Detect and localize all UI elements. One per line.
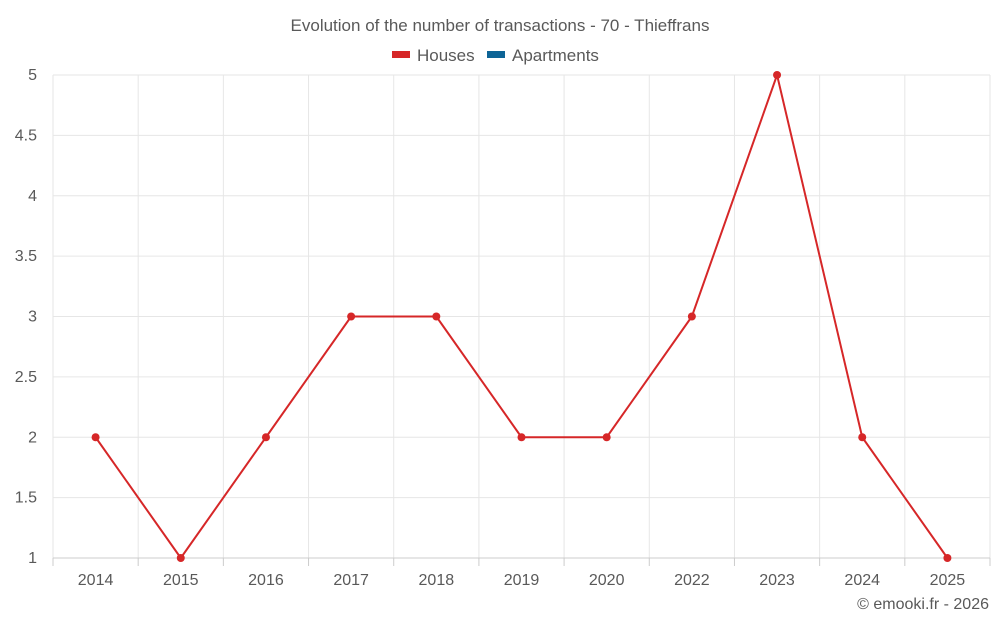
x-tick-label: 2015 [163,572,199,589]
data-point-houses[interactable] [687,312,696,321]
x-tick-label: 2014 [78,572,114,589]
grid [52,74,991,559]
y-tick-label: 1.5 [15,490,37,507]
credit-text: © emooki.fr - 2026 [857,596,989,613]
y-tick-label: 4.5 [15,127,37,144]
legend: Houses Apartments [392,46,599,65]
y-tick-label: 1 [28,550,37,567]
x-tick-label: 2020 [589,572,625,589]
x-tick-label: 2019 [504,572,540,589]
data-point-houses[interactable] [943,554,952,562]
data-point-houses[interactable] [176,554,185,562]
x-tick-label: 2024 [844,572,880,589]
data-point-houses[interactable] [773,71,782,79]
data-point-houses[interactable] [858,433,867,442]
legend-swatch-apartments [487,51,505,58]
data-point-houses[interactable] [432,312,441,321]
y-tick-label: 3 [28,309,37,326]
legend-swatch-houses [392,51,410,58]
x-tick-label: 2022 [674,572,710,589]
legend-label-apartments[interactable]: Apartments [512,46,599,65]
x-tick-label: 2017 [333,572,369,589]
y-tick-label: 3.5 [15,248,37,265]
x-tick-label: 2025 [930,572,966,589]
x-tick-label: 2018 [419,572,455,589]
y-tick-label: 2 [28,429,37,446]
data-point-houses[interactable] [91,433,100,442]
legend-label-houses[interactable]: Houses [417,46,475,65]
data-point-houses[interactable] [347,312,356,321]
y-tick-label: 2.5 [15,369,37,386]
x-axis: 2014 2015 2016 2017 2018 2019 2020 2022 2023 2024… [52,557,991,589]
data-point-houses[interactable] [517,433,526,442]
plot-area [91,71,952,562]
y-axis: 1 1.5 2 2.5 3 3.5 4 4.5 5 [15,67,37,567]
data-point-houses[interactable] [602,433,611,442]
x-tick-label: 2016 [248,572,284,589]
y-tick-label: 4 [28,188,37,205]
x-tick-label: 2023 [759,572,795,589]
y-tick-label: 5 [28,67,37,84]
chart-title: Evolution of the number of transactions … [291,16,710,35]
data-point-houses[interactable] [261,433,270,442]
